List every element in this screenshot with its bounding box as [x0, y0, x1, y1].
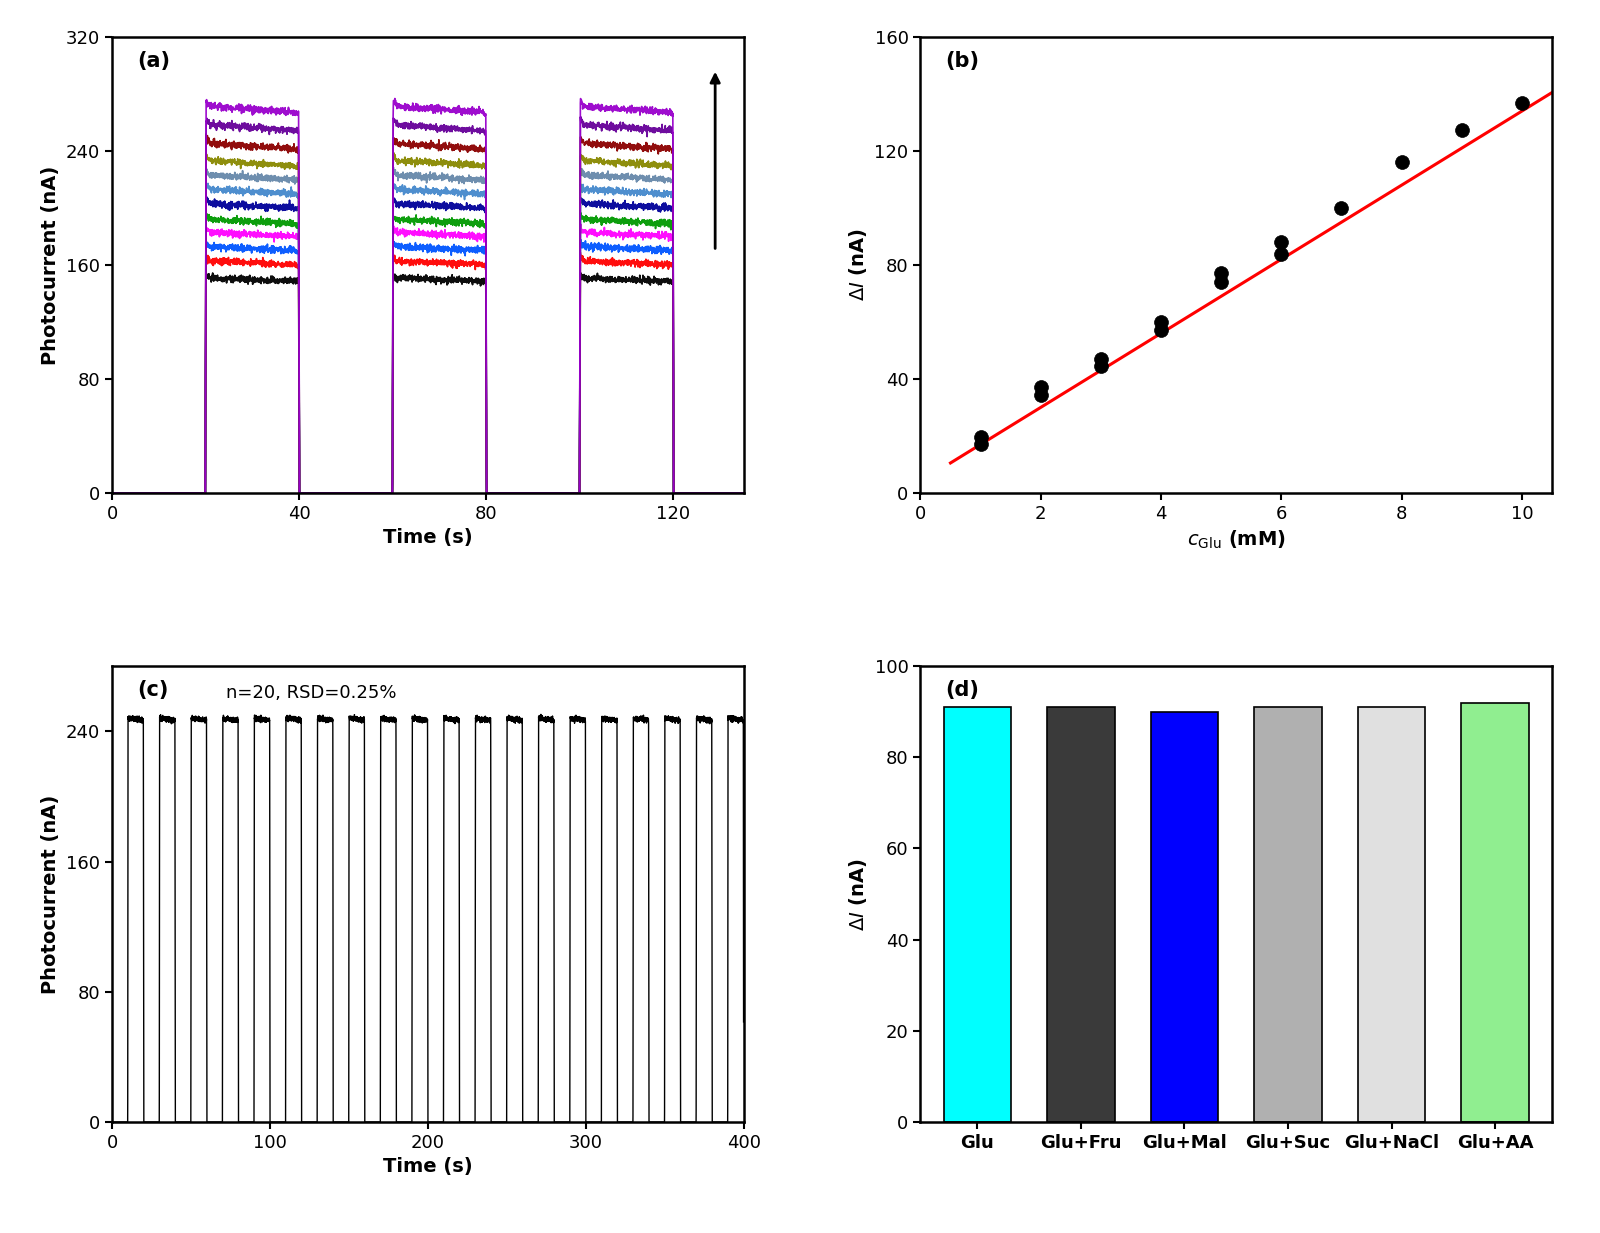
Bar	[1048, 708, 1115, 1122]
Text: (d): (d)	[946, 679, 979, 700]
Point	[1027, 377, 1053, 397]
Point	[1328, 199, 1354, 218]
Bar	[1254, 708, 1322, 1122]
Text: (a): (a)	[138, 51, 170, 70]
Y-axis label: Photocurrent (nA): Photocurrent (nA)	[42, 794, 61, 994]
Point	[968, 428, 994, 448]
X-axis label: Time (s): Time (s)	[382, 528, 472, 547]
Y-axis label: Photocurrent (nA): Photocurrent (nA)	[42, 165, 61, 365]
Point	[1208, 264, 1234, 284]
Bar	[1358, 708, 1426, 1122]
Point	[1269, 232, 1294, 252]
Point	[1208, 272, 1234, 292]
X-axis label: Time (s): Time (s)	[382, 1158, 472, 1176]
Text: (c): (c)	[138, 679, 168, 700]
Y-axis label: $\Delta I$ (nA): $\Delta I$ (nA)	[846, 228, 869, 301]
Point	[1269, 244, 1294, 264]
Point	[1149, 321, 1174, 340]
Point	[1149, 312, 1174, 332]
Text: (b): (b)	[946, 51, 979, 70]
Bar	[1150, 711, 1218, 1122]
Bar	[944, 708, 1011, 1122]
Point	[968, 434, 994, 454]
Point	[1450, 120, 1475, 139]
X-axis label: $c_{\mathrm{Glu}}$ (mM): $c_{\mathrm{Glu}}$ (mM)	[1187, 528, 1286, 551]
Text: n=20, RSD=0.25%: n=20, RSD=0.25%	[226, 684, 397, 703]
Point	[1509, 92, 1534, 112]
Bar	[1461, 703, 1528, 1122]
Point	[1389, 153, 1414, 173]
Point	[1088, 356, 1114, 376]
Point	[1088, 349, 1114, 369]
Y-axis label: $\Delta I$ (nA): $\Delta I$ (nA)	[846, 858, 869, 931]
Point	[1027, 385, 1053, 404]
